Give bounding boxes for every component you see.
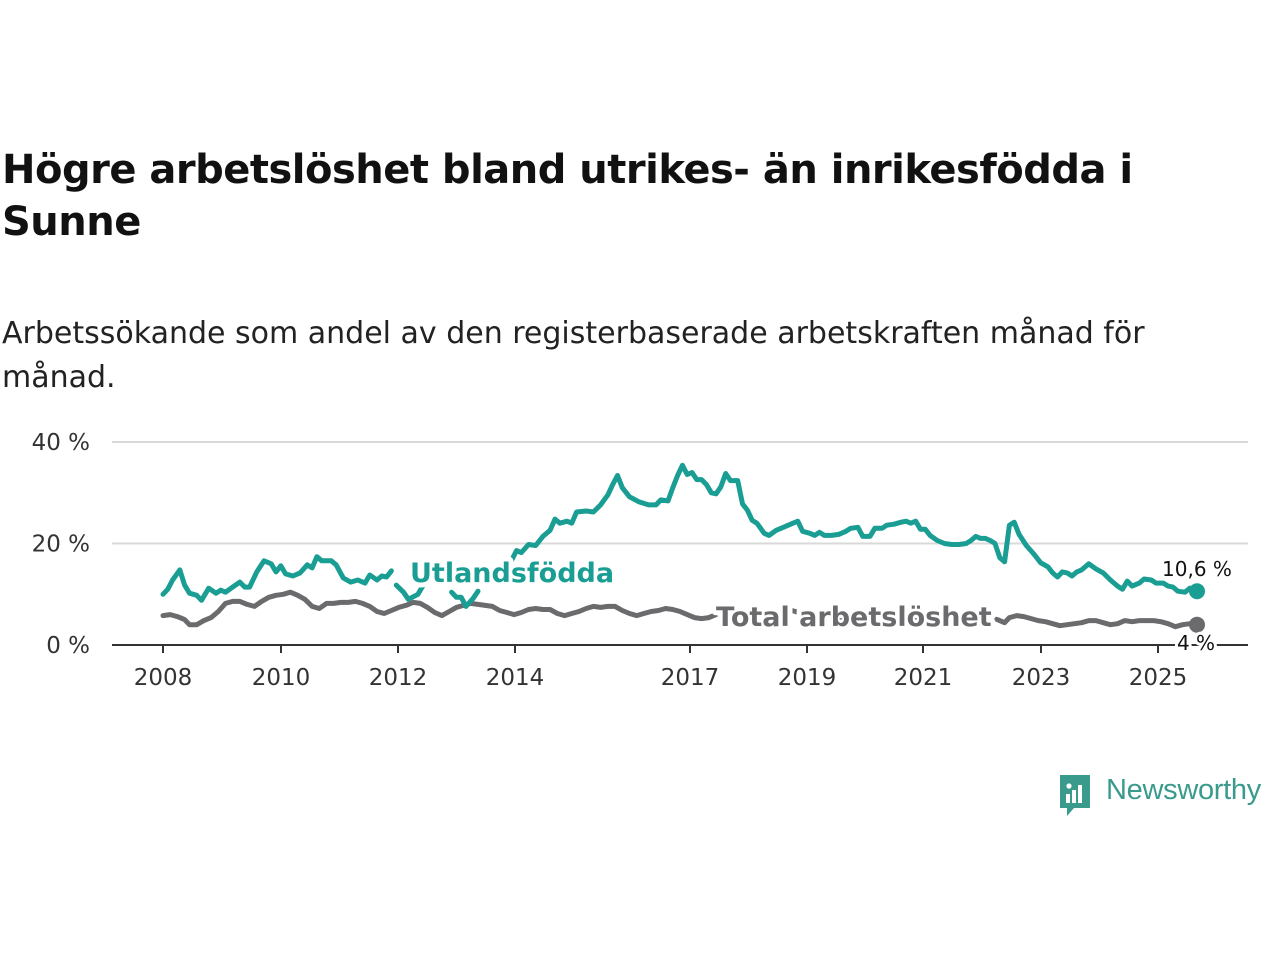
series-label-total-halo: Total arbetslöshet	[716, 602, 992, 633]
y-tick-label: 20 %	[32, 532, 90, 558]
x-axis: 2008 2010 2012 2014 2017 2019 2021 2023 2025	[112, 644, 1248, 691]
chart-subtitle: Arbetssökande som andel av den registerb…	[2, 316, 1145, 395]
y-tick-label: 0 %	[46, 633, 90, 659]
x-tick-label: 2025	[1129, 665, 1188, 691]
end-label-utlandsfodda: 10,6 %	[1162, 557, 1232, 581]
newsworthy-logo-icon	[1060, 775, 1090, 816]
end-label-utlandsfodda-halo: 10,6 %	[1162, 557, 1232, 581]
x-tick-label: 2014	[486, 665, 545, 691]
series-label-total: Total arbetslöshet	[716, 602, 992, 633]
gridlines: 0 % 20 % 40 %	[32, 430, 1248, 659]
x-tick-label: 2012	[369, 665, 428, 691]
brand-logo: Newsworthy	[1058, 772, 1280, 820]
series-label-utlandsfodda: Utlandsfödda	[410, 558, 614, 589]
y-tick-label: 40 %	[32, 430, 90, 456]
x-tick-label: 2023	[1012, 665, 1071, 691]
end-point-utlandsfodda	[1189, 583, 1205, 600]
series-lines	[160, 462, 1205, 633]
end-label-total: 4 %	[1177, 631, 1215, 655]
brand-name: Newsworthy	[1106, 774, 1261, 806]
end-label-total-halo: 4 %	[1177, 631, 1215, 655]
x-tick-label: 2021	[894, 665, 953, 691]
x-tick-label: 2017	[661, 665, 720, 691]
x-tick-label: 2019	[778, 665, 837, 691]
chart-title: Högre arbetslöshet bland utrikes- än inr…	[2, 147, 1133, 245]
series-line-total	[160, 589, 1200, 630]
x-tick-label: 2008	[134, 665, 193, 691]
end-point-total	[1189, 616, 1205, 633]
series-label-utlandsfodda-halo: Utlandsfödda	[410, 558, 614, 589]
series-line-utlandsfodda	[160, 462, 1200, 609]
x-tick-label: 2010	[252, 665, 311, 691]
line-chart: 0 % 20 % 40 % 2008 2010 2012 2014 2017 2019 2021…	[32, 430, 1248, 691]
